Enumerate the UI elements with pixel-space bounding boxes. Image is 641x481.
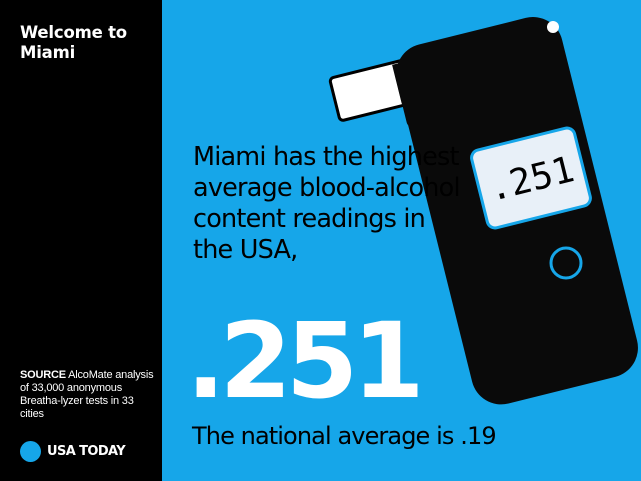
national-average: The national average is .19 — [192, 422, 497, 450]
sidebar: Welcome to Miami SOURCE AlcoMate analysi… — [0, 0, 162, 481]
source-note: SOURCE AlcoMate analysis of 33,000 anony… — [20, 369, 160, 421]
breathalyzer-button — [549, 246, 583, 280]
usa-today-logo: USA TODAY — [20, 441, 126, 462]
usa-today-logo-dot — [20, 441, 41, 462]
headline: Miami has the highest average blood-alco… — [193, 142, 461, 265]
source-label: SOURCE — [20, 369, 66, 381]
source-text: AlcoMate analysis of 33,000 anonymous Br… — [20, 369, 154, 420]
logo-text: USA TODAY — [47, 444, 126, 459]
breathalyzer-screen: .251 — [470, 126, 592, 230]
big-number: .251 — [186, 300, 425, 422]
sidebar-title: Welcome to Miami — [20, 23, 127, 62]
